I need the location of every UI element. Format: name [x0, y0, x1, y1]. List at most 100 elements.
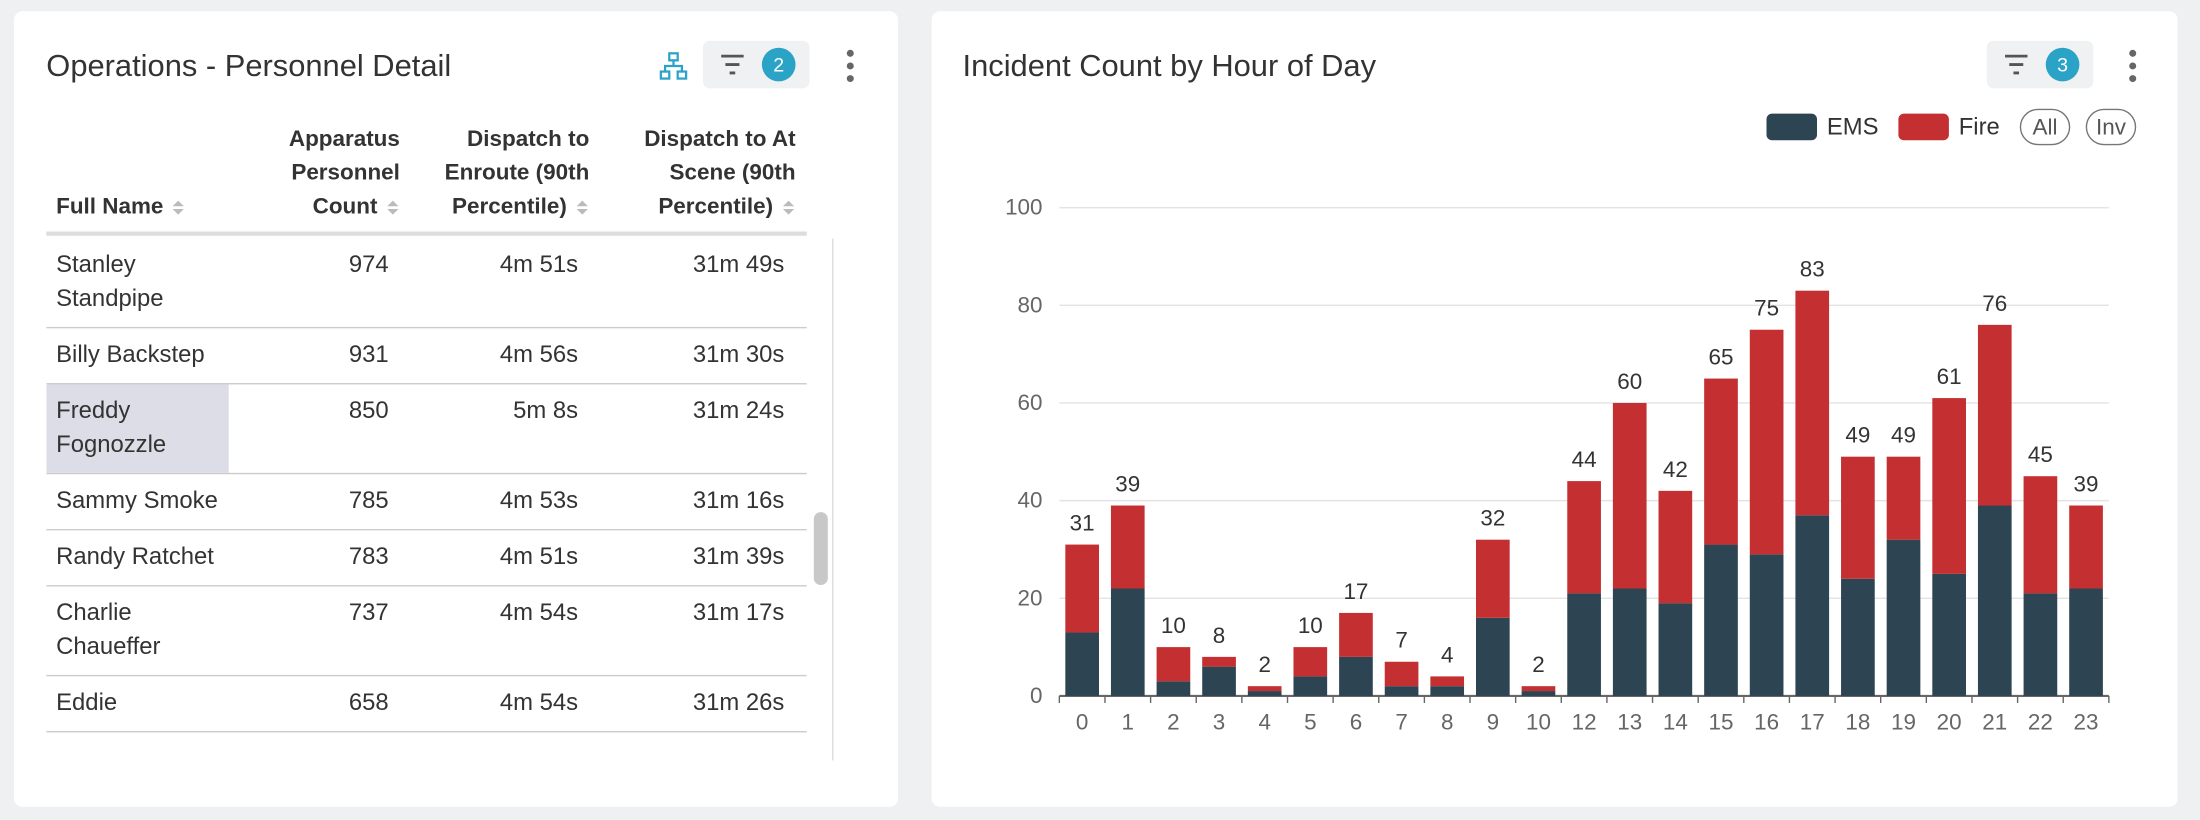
bar-segment [1247, 686, 1282, 692]
column-header[interactable]: Full Name [56, 191, 229, 226]
data-label: 8 [1213, 623, 1225, 648]
sort-up [782, 200, 795, 206]
table-cell: 4m 53s [499, 486, 579, 514]
column-header-text: Dispatch to Enroute (90th Percentile) [444, 127, 590, 219]
x-tick-label: 8 [1441, 710, 1453, 735]
bar-segment [1110, 588, 1145, 696]
sort-down [782, 208, 795, 215]
bar-segment [1156, 647, 1191, 682]
bar-segment [1521, 691, 1556, 696]
bar-segment [1384, 686, 1419, 696]
table-cell: 850 [348, 397, 389, 424]
table-cell: 737 [348, 599, 389, 626]
table-row[interactable]: Eddie 658 4m 54s 31m 26s [46, 676, 807, 733]
bar-segment [1521, 686, 1556, 692]
table-cell: 31m 39s [692, 542, 785, 570]
bar-segment [1339, 656, 1373, 696]
sort-down [576, 208, 588, 215]
bar-segment [1977, 505, 2012, 696]
table-cell: Freddy Fognozzle [46, 384, 229, 473]
x-tick-label: 18 [1845, 710, 1870, 735]
bar-segment [1795, 515, 1830, 696]
x-tick-label: 17 [1800, 710, 1825, 735]
x-tick-label: 7 [1395, 710, 1407, 735]
bar-segment [1658, 603, 1693, 696]
data-label: 32 [1480, 506, 1505, 531]
x-tick-label: 12 [1572, 710, 1597, 735]
data-label: 65 [1709, 345, 1734, 370]
legend-swatch[interactable] [1898, 113, 1949, 141]
bar-segment [1110, 505, 1145, 589]
scroll-track [832, 238, 834, 761]
x-tick-label: 21 [1982, 710, 2007, 735]
table-row[interactable]: Freddy Fognozzle 850 5m 8s 31m 24s [46, 384, 807, 475]
table-row[interactable]: Sammy Smoke 785 4m 53s 31m 16s [46, 474, 807, 531]
bar-segment [1932, 398, 1966, 574]
table-cell: Stanley Standpipe [56, 251, 164, 312]
x-tick-label: 2 [1167, 710, 1179, 735]
bar-segment [2069, 505, 2103, 589]
table-cell: Charlie Chaueffer [56, 599, 161, 660]
bar-segment [1476, 539, 1510, 618]
y-tick-label: 60 [1018, 390, 1043, 415]
column-header[interactable]: Dispatch to At Scene (90th Percentile) [603, 123, 795, 225]
data-label: 42 [1663, 457, 1688, 482]
bar-segment [1932, 573, 1966, 696]
bar-segment [1886, 456, 1921, 540]
sort-icon [782, 200, 795, 215]
x-tick-label: 1 [1122, 710, 1134, 735]
bar-segment [1065, 544, 1099, 633]
table-cell: 4m 54s [499, 599, 579, 626]
x-tick-label: 13 [1617, 710, 1642, 735]
menu-icon[interactable] [842, 48, 859, 84]
table-cell: Billy Backstep [56, 340, 205, 368]
filter-button[interactable]: 3 [1986, 40, 2094, 89]
table-cell: 974 [348, 251, 389, 278]
table-row[interactable]: Stanley Standpipe 974 4m 51s 31m 49s [46, 239, 807, 329]
x-tick-label: 23 [2074, 710, 2099, 735]
data-label: 45 [2028, 442, 2053, 467]
scroll-thumb[interactable] [813, 512, 828, 586]
sort-down [387, 208, 399, 215]
x-tick-label: 15 [1709, 710, 1734, 735]
filter-badge: 3 [2045, 47, 2080, 82]
table-row[interactable]: Charlie Chaueffer 737 4m 54s 31m 17s [46, 586, 807, 677]
data-label: 10 [1298, 613, 1323, 638]
x-tick-label: 5 [1304, 710, 1316, 735]
table-cell: 31m 16s [692, 486, 785, 514]
table-row[interactable]: Randy Ratchet 783 4m 51s 31m 39s [46, 530, 807, 587]
column-header[interactable]: Apparatus Personnel Count [229, 123, 400, 225]
chart-title: Incident Count by Hour of Day [962, 47, 1377, 83]
data-label: 49 [1845, 423, 1870, 448]
sort-up [387, 200, 399, 206]
panel-title: Operations - Personnel Detail [46, 47, 452, 83]
sort-icon [173, 200, 185, 215]
legend-button[interactable] [2019, 108, 2071, 146]
filter-button[interactable]: 2 [702, 40, 810, 89]
drill-icon[interactable] [658, 51, 689, 82]
data-label: 2 [1258, 652, 1270, 677]
bar-segment [1841, 578, 1875, 696]
x-tick-label: 22 [2028, 710, 2053, 735]
data-label: 75 [1754, 296, 1779, 321]
bar-segment [1704, 544, 1738, 696]
legend-button-label: All [2033, 115, 2058, 140]
bar-segment [1977, 324, 2012, 506]
data-label: 83 [1800, 257, 1825, 282]
data-label: 60 [1617, 369, 1642, 394]
legend-swatch[interactable] [1766, 113, 1818, 141]
bar-segment [1430, 686, 1465, 696]
column-header[interactable]: Dispatch to Enroute (90th Percentile) [407, 123, 590, 225]
table-row[interactable]: Billy Backstep 931 4m 56s 31m 30s [46, 328, 807, 385]
x-tick-label: 6 [1350, 710, 1362, 735]
table-body: Stanley Standpipe 974 4m 51s 31m 49s Billy B… [46, 239, 807, 761]
menu-icon[interactable] [2124, 48, 2141, 84]
table-cell: 31m 30s [692, 340, 785, 368]
data-label: 61 [1937, 364, 1962, 389]
table-cell: 4m 56s [499, 340, 579, 368]
legend-button-label: Inv [2096, 115, 2127, 140]
table-cell: 783 [348, 542, 389, 570]
column-header-text: Dispatch to At Scene (90th Percentile) [644, 127, 796, 219]
data-label: 44 [1572, 447, 1597, 472]
legend-button[interactable] [2085, 108, 2137, 146]
